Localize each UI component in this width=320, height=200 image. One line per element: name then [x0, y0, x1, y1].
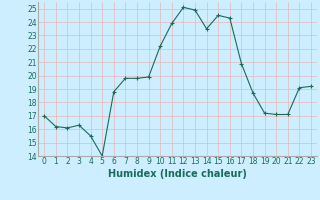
- X-axis label: Humidex (Indice chaleur): Humidex (Indice chaleur): [108, 169, 247, 179]
